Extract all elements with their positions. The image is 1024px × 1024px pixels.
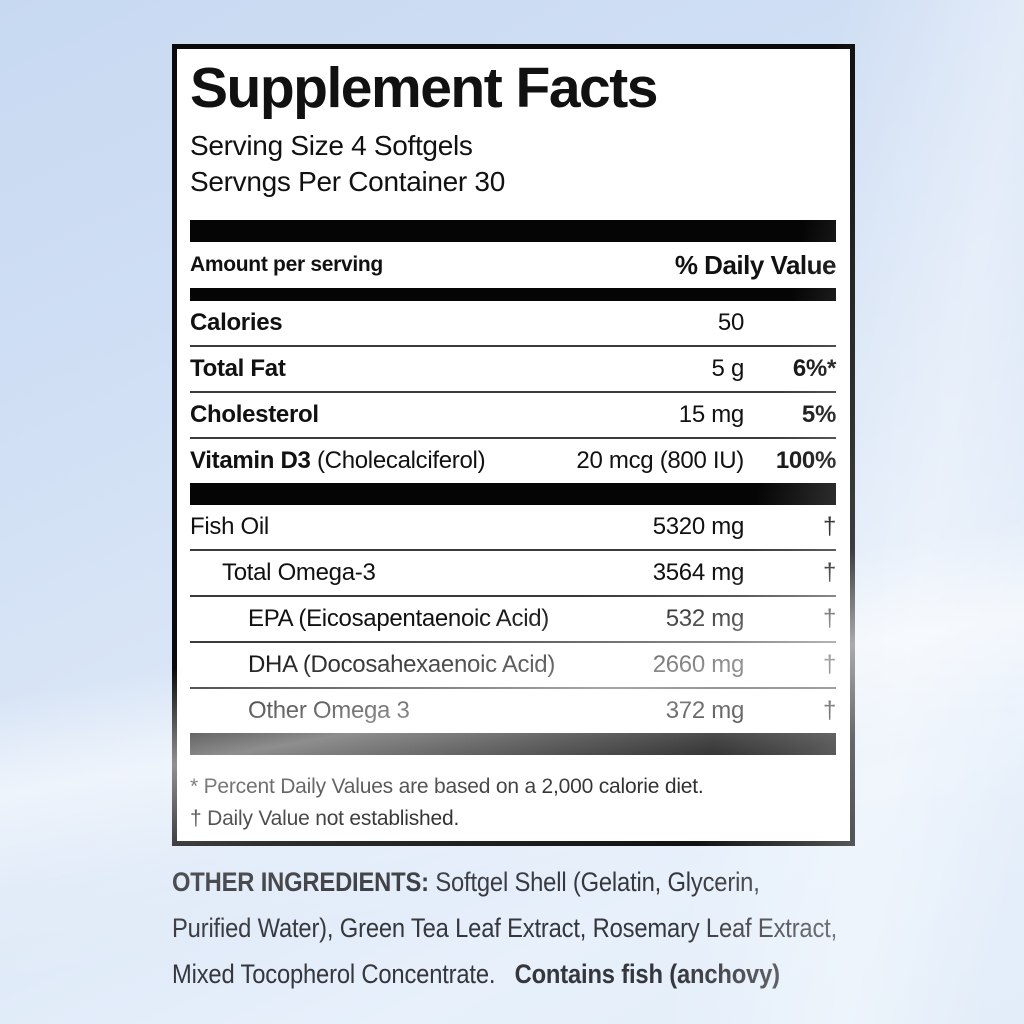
serving-size: Serving Size 4 Softgels <box>190 129 473 161</box>
servings-per-container: Servngs Per Container 30 <box>190 166 505 198</box>
footnote-dagger: † Daily Value not established. <box>190 806 460 830</box>
nutrient-name: Fish Oil <box>190 513 269 541</box>
nutrient-amount: 50 <box>717 309 744 337</box>
nutrient-name: Total Omega-3 <box>222 559 376 587</box>
nutrient-amount: 15 mg <box>678 401 745 429</box>
nutrient-amount: 532 mg <box>665 605 745 633</box>
nutrient-daily-value: 100% <box>775 447 836 475</box>
nutrient-daily-value: † <box>822 697 836 725</box>
divider-bar-header <box>190 288 836 302</box>
panel-title: Supplement Facts <box>190 56 658 120</box>
nutrient-amount: 20 mcg (800 IU) <box>576 447 744 475</box>
other-ingredients-heading: OTHER INGREDIENTS: <box>172 867 436 897</box>
divider-bar-top <box>190 220 836 243</box>
nutrient-row: EPA (Eicosapentaenoic Acid) 532 mg † <box>190 595 836 641</box>
nutrient-row: Vitamin D3 (Cholecalciferol) 20 mcg (800 … <box>190 437 836 483</box>
footnote-percent-dv: * Percent Daily Values are based on a 2,… <box>190 775 704 799</box>
nutrient-name: EPA (Eicosapentaenoic Acid) <box>248 605 549 633</box>
nutrient-name: DHA (Docosahexaenoic Acid) <box>248 651 556 679</box>
nutrient-daily-value: † <box>822 513 836 541</box>
nutrient-row: Total Fat 5 g 6%* <box>190 345 836 391</box>
nutrient-name: Vitamin D3 (Cholecalciferol) <box>190 447 486 475</box>
nutrient-row: Other Omega 3 372 mg † <box>190 687 836 733</box>
nutrient-amount: 372 mg <box>665 697 745 725</box>
nutrient-daily-value: † <box>822 605 836 633</box>
footnotes: * Percent Daily Values are based on a 2,… <box>190 771 836 834</box>
other-ingredients: OTHER INGREDIENTS: Softgel Shell (Gelati… <box>172 860 867 998</box>
nutrient-row: Total Omega-3 3564 mg † <box>190 549 836 595</box>
nutrient-amount: 3564 mg <box>652 559 745 587</box>
supplement-facts-panel: Supplement Facts Serving Size 4 Softgels… <box>172 44 855 846</box>
nutrient-row: Fish Oil 5320 mg † <box>190 505 836 549</box>
amount-per-serving-header: Amount per serving <box>190 253 383 277</box>
nutrient-name: Calories <box>190 309 283 337</box>
nutrient-daily-value: 6%* <box>792 355 836 383</box>
other-ingredients-body: Softgel Shell (Gelatin, Glycerin, Purifi… <box>172 867 838 989</box>
nutrient-name: Other Omega 3 <box>248 697 410 725</box>
nutrient-amount: 2660 mg <box>652 651 745 679</box>
nutrient-name-detail: (Cholecalciferol) <box>310 447 486 475</box>
nutrient-daily-value: † <box>822 559 836 587</box>
nutrient-amount: 5320 mg <box>652 513 745 541</box>
allergen-statement: Contains fish (anchovy) <box>514 958 780 989</box>
nutrient-row: DHA (Docosahexaenoic Acid) 2660 mg † <box>190 641 836 687</box>
nutrient-daily-value: 5% <box>801 401 836 429</box>
nutrient-row: Cholesterol 15 mg 5% <box>190 391 836 437</box>
nutrient-name: Total Fat <box>190 355 286 383</box>
nutrient-rows-section: Calories 50 Total Fat 5 g 6%* Cholesterol 15 m… <box>190 301 836 483</box>
nutrient-row: Calories 50 <box>190 301 836 345</box>
blend-rows-section: Fish Oil 5320 mg † Total Omega-3 3564 mg † EPA… <box>190 505 836 733</box>
divider-bar-middle <box>190 483 836 506</box>
nutrient-name: Cholesterol <box>190 401 319 429</box>
divider-bar-bottom <box>190 733 836 756</box>
nutrient-daily-value: † <box>822 651 836 679</box>
column-header-row: Amount per serving % Daily Value <box>190 242 837 288</box>
daily-value-header: % Daily Value <box>674 249 837 280</box>
nutrient-amount: 5 g <box>711 355 745 383</box>
